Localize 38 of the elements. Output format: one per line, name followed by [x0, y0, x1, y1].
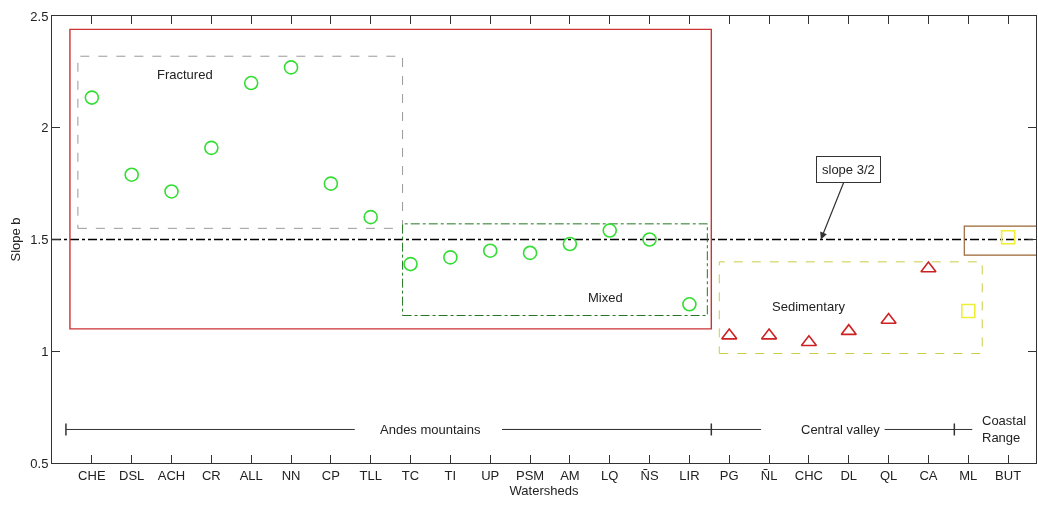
y-tick-label: 2 [41, 120, 49, 136]
x-tick-label: ALL [239, 467, 263, 483]
y-axis-title: Slope b [8, 217, 24, 262]
x-tick-label: TI [444, 467, 457, 483]
x-tick-label: CHE [78, 467, 106, 483]
x-tick-label: LQ [601, 467, 619, 483]
annotation: Andes mountains [380, 422, 481, 437]
x-tick-label: ACH [157, 467, 186, 483]
x-tick-label: DL [840, 467, 858, 483]
y-tick-label: 1.5 [30, 232, 49, 248]
x-tick-label: ML [959, 467, 978, 483]
annotation: Coastal Range [982, 413, 1027, 445]
ref-line-label: slope 3/2 [822, 162, 875, 177]
x-tick-label: QL [879, 467, 898, 483]
x-tick-label: ÑS [640, 467, 659, 483]
x-tick-label: NN [281, 467, 301, 483]
x-tick-label: CR [201, 467, 221, 483]
y-tick-label: 1 [41, 343, 49, 359]
x-tick-label: DSL [119, 467, 145, 483]
x-tick-label: LIR [679, 467, 700, 483]
x-tick-label: AM [560, 467, 580, 483]
annotation: Central valley [801, 422, 881, 437]
x-axis-title: Watersheds [509, 482, 579, 498]
annotation: Sedimentary [772, 299, 846, 314]
y-tick-label: 0.5 [30, 455, 49, 471]
x-tick-label: ÑL [760, 467, 778, 483]
x-tick-label: CP [321, 467, 340, 483]
annotation: Fractured [157, 67, 213, 82]
x-tick-label: UP [481, 467, 500, 483]
x-tick-label: PSM [515, 467, 545, 483]
x-tick-label: TC [401, 467, 420, 483]
x-tick-label: PG [719, 467, 739, 483]
x-tick-label: CHC [794, 467, 824, 483]
y-tick-label: 2.5 [30, 8, 49, 24]
x-tick-label: BUT [995, 467, 1022, 483]
x-tick-label: TLL [359, 467, 382, 483]
annotation: Mixed [588, 290, 623, 305]
x-tick-label: CA [919, 467, 938, 483]
